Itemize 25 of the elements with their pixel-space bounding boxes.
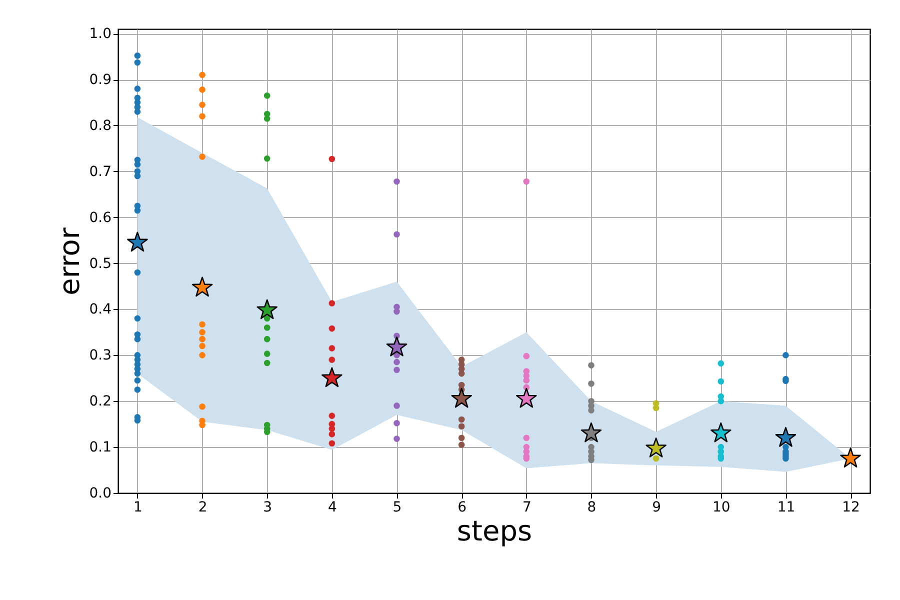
- x-tick-label: 1: [133, 500, 142, 516]
- y-tick-label: 0.4: [89, 302, 112, 318]
- y-tick-label: 0.1: [89, 440, 112, 456]
- y-tick-label: 0.7: [89, 164, 112, 180]
- x-tick-label: 8: [587, 500, 596, 516]
- x-tick-label: 10: [712, 500, 730, 516]
- y-tick-label: 0.2: [89, 394, 112, 410]
- y-tick-label: 0.0: [89, 486, 112, 502]
- x-tick-label: 9: [652, 500, 662, 516]
- x-tick-label: 11: [777, 500, 796, 516]
- y-tick-label: 0.5: [89, 256, 112, 272]
- y-tick-label: 0.3: [89, 348, 112, 364]
- y-axis-title: error: [53, 227, 86, 296]
- y-tick-label: 0.8: [89, 118, 112, 134]
- x-tick-label: 12: [842, 500, 860, 516]
- x-tick-label: 4: [328, 500, 337, 516]
- x-tick-label: 7: [522, 500, 532, 516]
- x-tick-label: 6: [458, 500, 467, 516]
- x-tick-label: 5: [392, 500, 402, 516]
- x-axis-title: steps: [456, 514, 532, 548]
- y-tick-label: 0.9: [89, 72, 112, 88]
- y-tick-label: 0.6: [89, 210, 112, 226]
- y-tick-label: 1.0: [89, 26, 112, 42]
- x-tick-label: 3: [263, 500, 272, 516]
- x-tick-label: 2: [198, 500, 208, 516]
